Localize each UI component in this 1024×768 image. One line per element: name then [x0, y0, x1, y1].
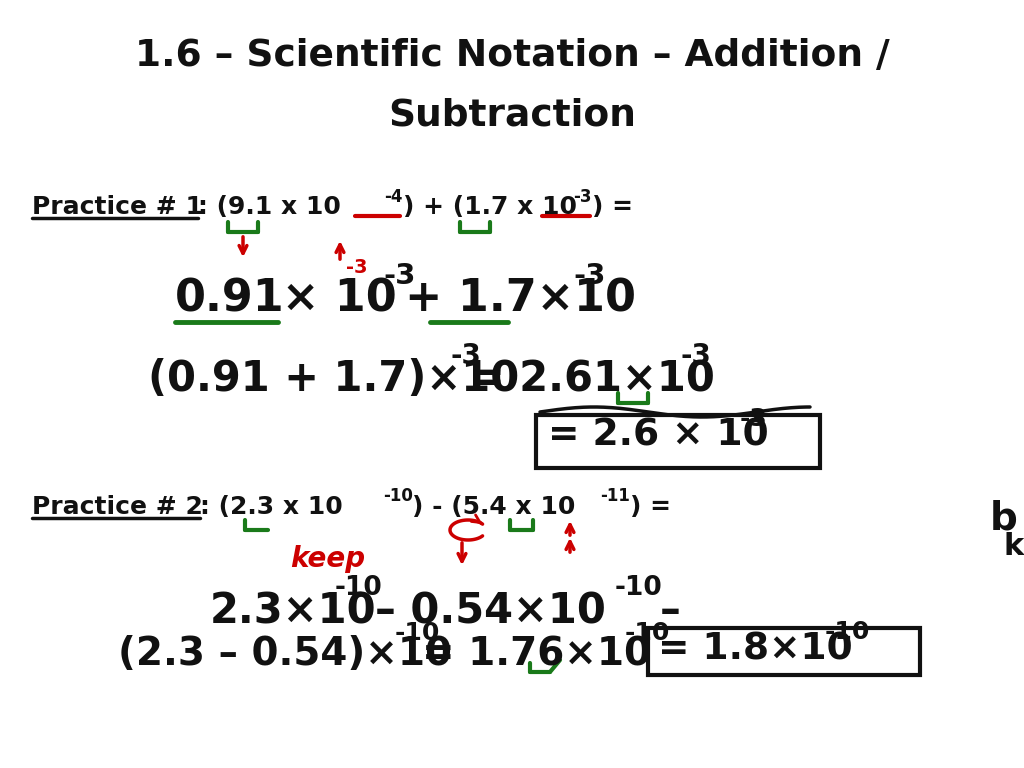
- Text: + 1.7×10: + 1.7×10: [406, 278, 636, 321]
- Bar: [648, 628, 920, 675]
- Text: –: –: [660, 590, 681, 632]
- Text: -3: -3: [346, 258, 368, 277]
- Text: -10: -10: [625, 621, 671, 645]
- Text: -3: -3: [740, 407, 768, 431]
- Text: = 1.8×10: = 1.8×10: [658, 632, 853, 668]
- Text: Practice # 2: Practice # 2: [32, 495, 203, 519]
- Text: (2.3 – 0.54)×10: (2.3 – 0.54)×10: [118, 635, 452, 673]
- Text: (0.91 + 1.7)×10: (0.91 + 1.7)×10: [148, 358, 519, 400]
- Text: 0.91: 0.91: [175, 278, 285, 321]
- Text: -3: -3: [573, 262, 605, 290]
- Text: – 0.54×10: – 0.54×10: [375, 590, 606, 632]
- Text: = 2.61×10: = 2.61×10: [470, 358, 715, 400]
- Bar: [536, 415, 820, 468]
- Text: : (2.3 x 10: : (2.3 x 10: [200, 495, 343, 519]
- Text: -3: -3: [573, 188, 592, 206]
- Text: × 10: × 10: [282, 278, 396, 321]
- Text: -10: -10: [335, 575, 383, 601]
- Text: ) - (5.4 x 10: ) - (5.4 x 10: [412, 495, 575, 519]
- Text: = 1.76×10: = 1.76×10: [422, 635, 651, 673]
- Text: Subtraction: Subtraction: [388, 98, 636, 134]
- Text: -3: -3: [680, 342, 711, 370]
- Text: -10: -10: [825, 620, 870, 644]
- Text: Practice # 1: Practice # 1: [32, 195, 203, 219]
- Text: keep: keep: [290, 545, 366, 573]
- Text: : (9.1 x 10: : (9.1 x 10: [198, 195, 341, 219]
- Text: -3: -3: [383, 262, 416, 290]
- Text: -10: -10: [615, 575, 663, 601]
- Text: = 2.6 × 10: = 2.6 × 10: [548, 418, 769, 454]
- Text: ) + (1.7 x 10: ) + (1.7 x 10: [403, 195, 577, 219]
- Text: ) =: ) =: [630, 495, 671, 519]
- Text: -3: -3: [450, 342, 481, 370]
- Text: -10: -10: [395, 621, 440, 645]
- Text: 1.6 – Scientific Notation – Addition /: 1.6 – Scientific Notation – Addition /: [134, 38, 890, 74]
- Text: -10: -10: [383, 487, 413, 505]
- Text: k: k: [1002, 532, 1023, 561]
- Text: -11: -11: [600, 487, 630, 505]
- Text: 2.3×10: 2.3×10: [210, 590, 377, 632]
- Text: ) =: ) =: [592, 195, 633, 219]
- Text: -4: -4: [384, 188, 402, 206]
- Text: b: b: [990, 500, 1018, 538]
